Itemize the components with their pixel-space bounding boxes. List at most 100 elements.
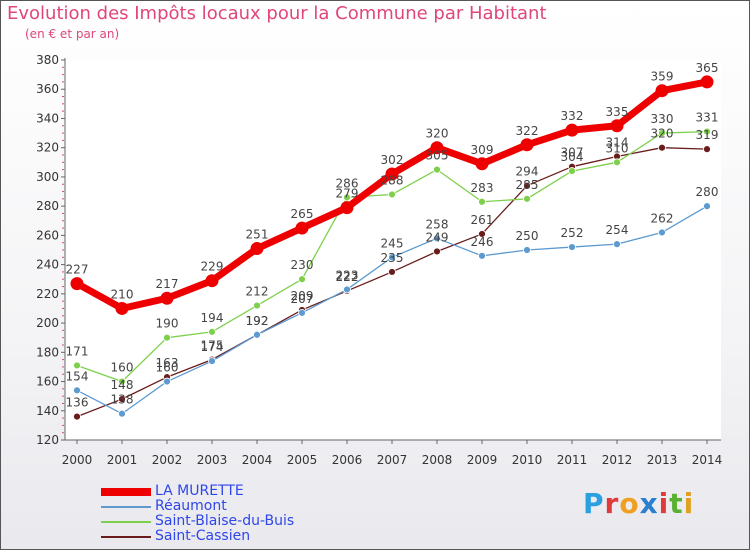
data-point — [703, 145, 711, 154]
data-label: 309 — [471, 143, 494, 157]
data-label: 223 — [336, 268, 359, 282]
y-tick-label: 380 — [36, 53, 59, 67]
data-point — [253, 330, 261, 339]
data-point — [295, 221, 309, 235]
data-label: 314 — [606, 135, 629, 149]
data-label: 245 — [381, 236, 404, 250]
x-tick-label: 2010 — [512, 453, 543, 467]
data-label: 304 — [561, 150, 584, 164]
data-label: 246 — [471, 235, 494, 249]
data-label: 279 — [336, 187, 359, 201]
data-label: 171 — [66, 344, 89, 358]
data-label: 359 — [651, 70, 674, 84]
data-label: 235 — [381, 251, 404, 265]
legend-label: Saint-Blaise-du-Buis — [155, 513, 295, 529]
x-tick-label: 2004 — [242, 453, 273, 467]
x-tick-label: 2003 — [197, 453, 228, 467]
data-label: 212 — [246, 285, 269, 299]
data-label: 251 — [246, 228, 269, 242]
data-label: 331 — [696, 111, 719, 125]
data-point — [115, 301, 129, 315]
data-point — [385, 167, 399, 181]
data-label: 163 — [156, 356, 179, 370]
data-point — [475, 157, 489, 171]
data-label: 217 — [156, 277, 179, 291]
data-label: 252 — [561, 226, 584, 240]
data-label: 365 — [696, 61, 719, 75]
data-label: 286 — [336, 176, 359, 190]
data-point — [433, 234, 441, 243]
data-point — [388, 253, 396, 262]
data-label: 138 — [111, 393, 134, 407]
legend-swatch — [101, 488, 151, 496]
data-point — [565, 123, 579, 137]
x-tick-label: 2011 — [557, 453, 588, 467]
data-label: 261 — [471, 213, 494, 227]
data-point — [118, 395, 126, 403]
data-label: 258 — [426, 217, 449, 231]
x-tick-label: 2009 — [467, 453, 498, 467]
data-point — [163, 333, 171, 342]
data-label: 192 — [246, 314, 269, 328]
x-tick-label: 2000 — [62, 453, 93, 467]
data-label: 174 — [201, 340, 224, 354]
data-point — [523, 181, 531, 190]
data-point — [340, 201, 354, 215]
data-label: 160 — [111, 361, 134, 375]
data-point — [703, 127, 711, 136]
data-point — [610, 119, 624, 133]
data-point — [658, 129, 666, 137]
x-tick-label: 2013 — [647, 453, 678, 467]
x-tick-label: 2006 — [332, 453, 363, 467]
data-label: 210 — [111, 287, 134, 301]
logo-letter: r — [604, 487, 620, 520]
data-point — [478, 230, 486, 238]
data-label: 307 — [561, 146, 584, 160]
data-point — [655, 84, 669, 98]
legend-label: LA MURETTE — [155, 483, 244, 499]
data-label: 320 — [651, 127, 674, 141]
data-label: 190 — [156, 317, 179, 331]
logo-letter: P — [583, 487, 605, 520]
data-label: 305 — [426, 149, 449, 163]
data-point — [208, 327, 216, 336]
proxiti-logo: Proxiti — [583, 487, 694, 520]
data-label: 294 — [516, 165, 539, 179]
data-label: 222 — [336, 270, 359, 284]
x-tick-label: 2012 — [602, 453, 633, 467]
y-tick-label: 240 — [36, 258, 59, 272]
data-point — [613, 240, 621, 249]
logo-letter: i — [683, 487, 695, 520]
data-label: 330 — [651, 112, 674, 126]
data-point — [70, 277, 84, 291]
logo-letter: i — [658, 487, 670, 520]
data-point — [118, 377, 126, 386]
x-tick-label: 2008 — [422, 453, 453, 467]
y-tick-label: 220 — [36, 287, 59, 301]
data-point — [430, 141, 444, 155]
data-point — [520, 138, 534, 152]
data-point — [658, 143, 666, 152]
data-label: 332 — [561, 109, 584, 123]
data-point — [343, 193, 351, 202]
y-tick-label: 340 — [36, 111, 59, 125]
data-label: 194 — [201, 311, 224, 325]
data-label: 319 — [696, 128, 719, 142]
data-label: 320 — [426, 127, 449, 141]
data-label: 310 — [606, 141, 629, 155]
data-label: 280 — [696, 185, 719, 199]
data-label: 209 — [291, 289, 314, 303]
data-point — [433, 247, 441, 256]
data-point — [160, 291, 174, 305]
data-point — [568, 243, 576, 251]
data-label: 230 — [291, 258, 314, 272]
legend-label: Saint-Cassien — [155, 528, 251, 544]
y-tick-label: 200 — [36, 316, 59, 330]
data-point — [250, 242, 264, 256]
legend-swatch — [101, 536, 151, 538]
data-point — [700, 75, 714, 89]
y-tick-label: 180 — [36, 345, 59, 359]
data-point — [388, 190, 396, 199]
data-point — [253, 301, 261, 310]
